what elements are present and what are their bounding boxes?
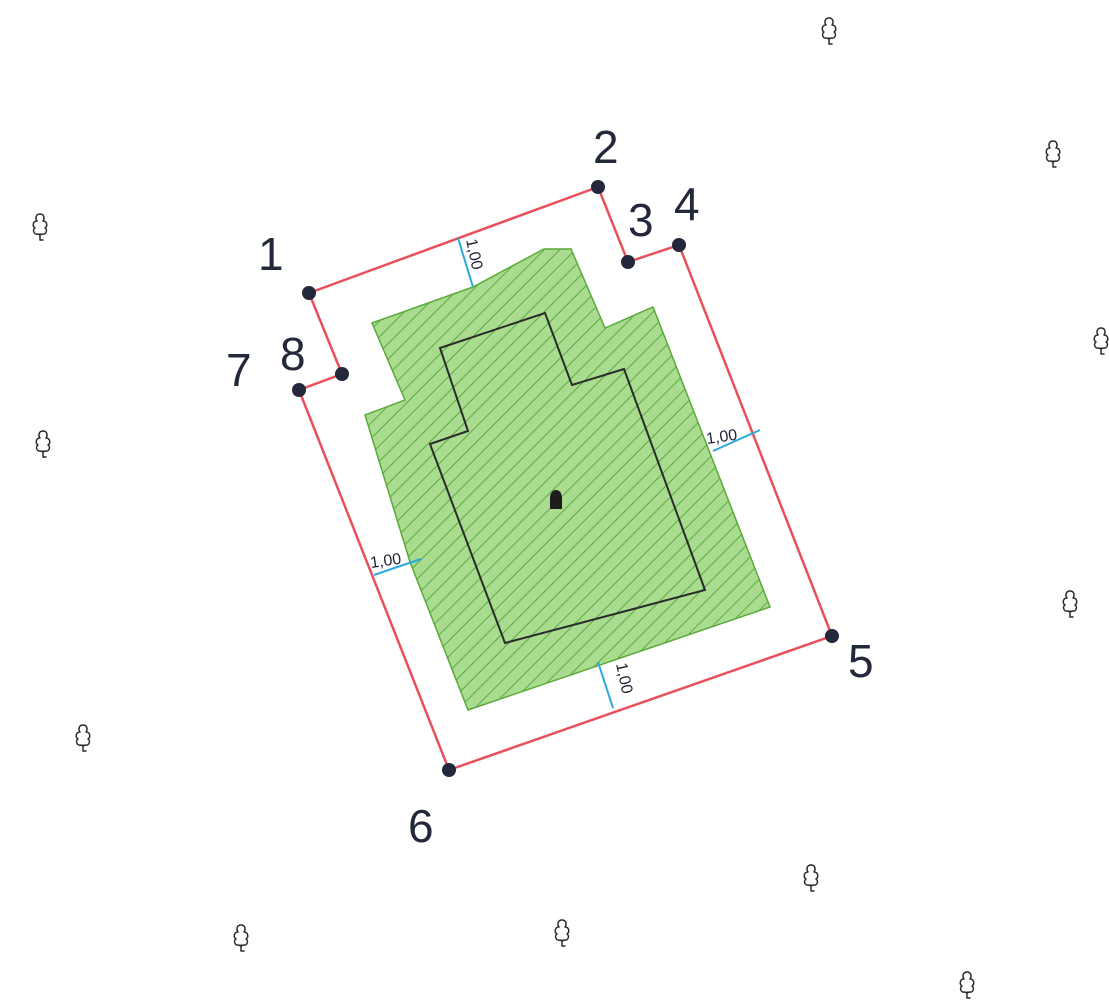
boundary-segment-4-5 bbox=[677, 243, 834, 638]
dimension-line-top bbox=[457, 237, 474, 288]
dimension-label-left: 1,00 bbox=[369, 551, 402, 572]
tree-symbol-icon bbox=[1062, 590, 1078, 618]
dimension-line-bottom bbox=[597, 661, 614, 709]
tree-symbol-icon bbox=[821, 17, 837, 45]
point-label-7: 7 bbox=[226, 344, 252, 396]
dimension-label-bottom: 1,00 bbox=[612, 661, 635, 695]
boundary-segment-7-8 bbox=[297, 372, 344, 392]
point-label-6: 6 bbox=[408, 800, 434, 852]
tree-symbol-icon bbox=[959, 971, 975, 999]
point-label-2: 2 bbox=[593, 121, 619, 173]
building-marker-icon bbox=[550, 490, 562, 509]
boundary-lines bbox=[297, 185, 834, 772]
boundary-point-3 bbox=[621, 255, 635, 269]
dimension-line-right bbox=[712, 429, 761, 452]
dimension-line-left bbox=[373, 558, 422, 576]
building-outline bbox=[428, 311, 707, 645]
boundary-point-8 bbox=[335, 367, 349, 381]
boundary-points bbox=[292, 180, 839, 777]
boundary-segment-8-1 bbox=[307, 291, 344, 376]
point-label-4: 4 bbox=[674, 178, 700, 230]
dimension-label-right: 1,00 bbox=[705, 427, 738, 448]
boundary-point-7 bbox=[292, 383, 306, 397]
tree-symbol-icon bbox=[35, 430, 51, 458]
dimension-lines bbox=[373, 237, 761, 709]
tree-symbol-icon bbox=[233, 924, 249, 952]
tree-symbols bbox=[32, 17, 1109, 999]
tree-symbol-icon bbox=[75, 724, 91, 752]
point-label-8: 8 bbox=[280, 328, 306, 380]
point-label-1: 1 bbox=[258, 228, 284, 280]
tree-symbol-icon bbox=[32, 213, 48, 241]
tree-symbol-icon bbox=[1093, 327, 1109, 355]
tree-symbol-icon bbox=[554, 919, 570, 947]
boundary-segment-1-2 bbox=[307, 185, 600, 295]
point-label-3: 3 bbox=[628, 194, 654, 246]
boundary-segment-3-4 bbox=[626, 243, 681, 264]
boundary-point-6 bbox=[442, 763, 456, 777]
boundary-point-1 bbox=[302, 286, 316, 300]
tree-symbol-icon bbox=[1045, 140, 1061, 168]
boundary-point-2 bbox=[591, 180, 605, 194]
boundary-point-5 bbox=[825, 629, 839, 643]
tree-symbol-icon bbox=[803, 864, 819, 892]
hatched-footprint-zone bbox=[364, 248, 771, 711]
boundary-segment-2-3 bbox=[596, 185, 630, 264]
boundary-point-4 bbox=[672, 238, 686, 252]
boundary-segment-5-6 bbox=[447, 634, 834, 772]
point-label-5: 5 bbox=[848, 635, 874, 687]
boundary-segment-6-7 bbox=[297, 388, 451, 772]
dimension-label-top: 1,00 bbox=[462, 237, 485, 271]
